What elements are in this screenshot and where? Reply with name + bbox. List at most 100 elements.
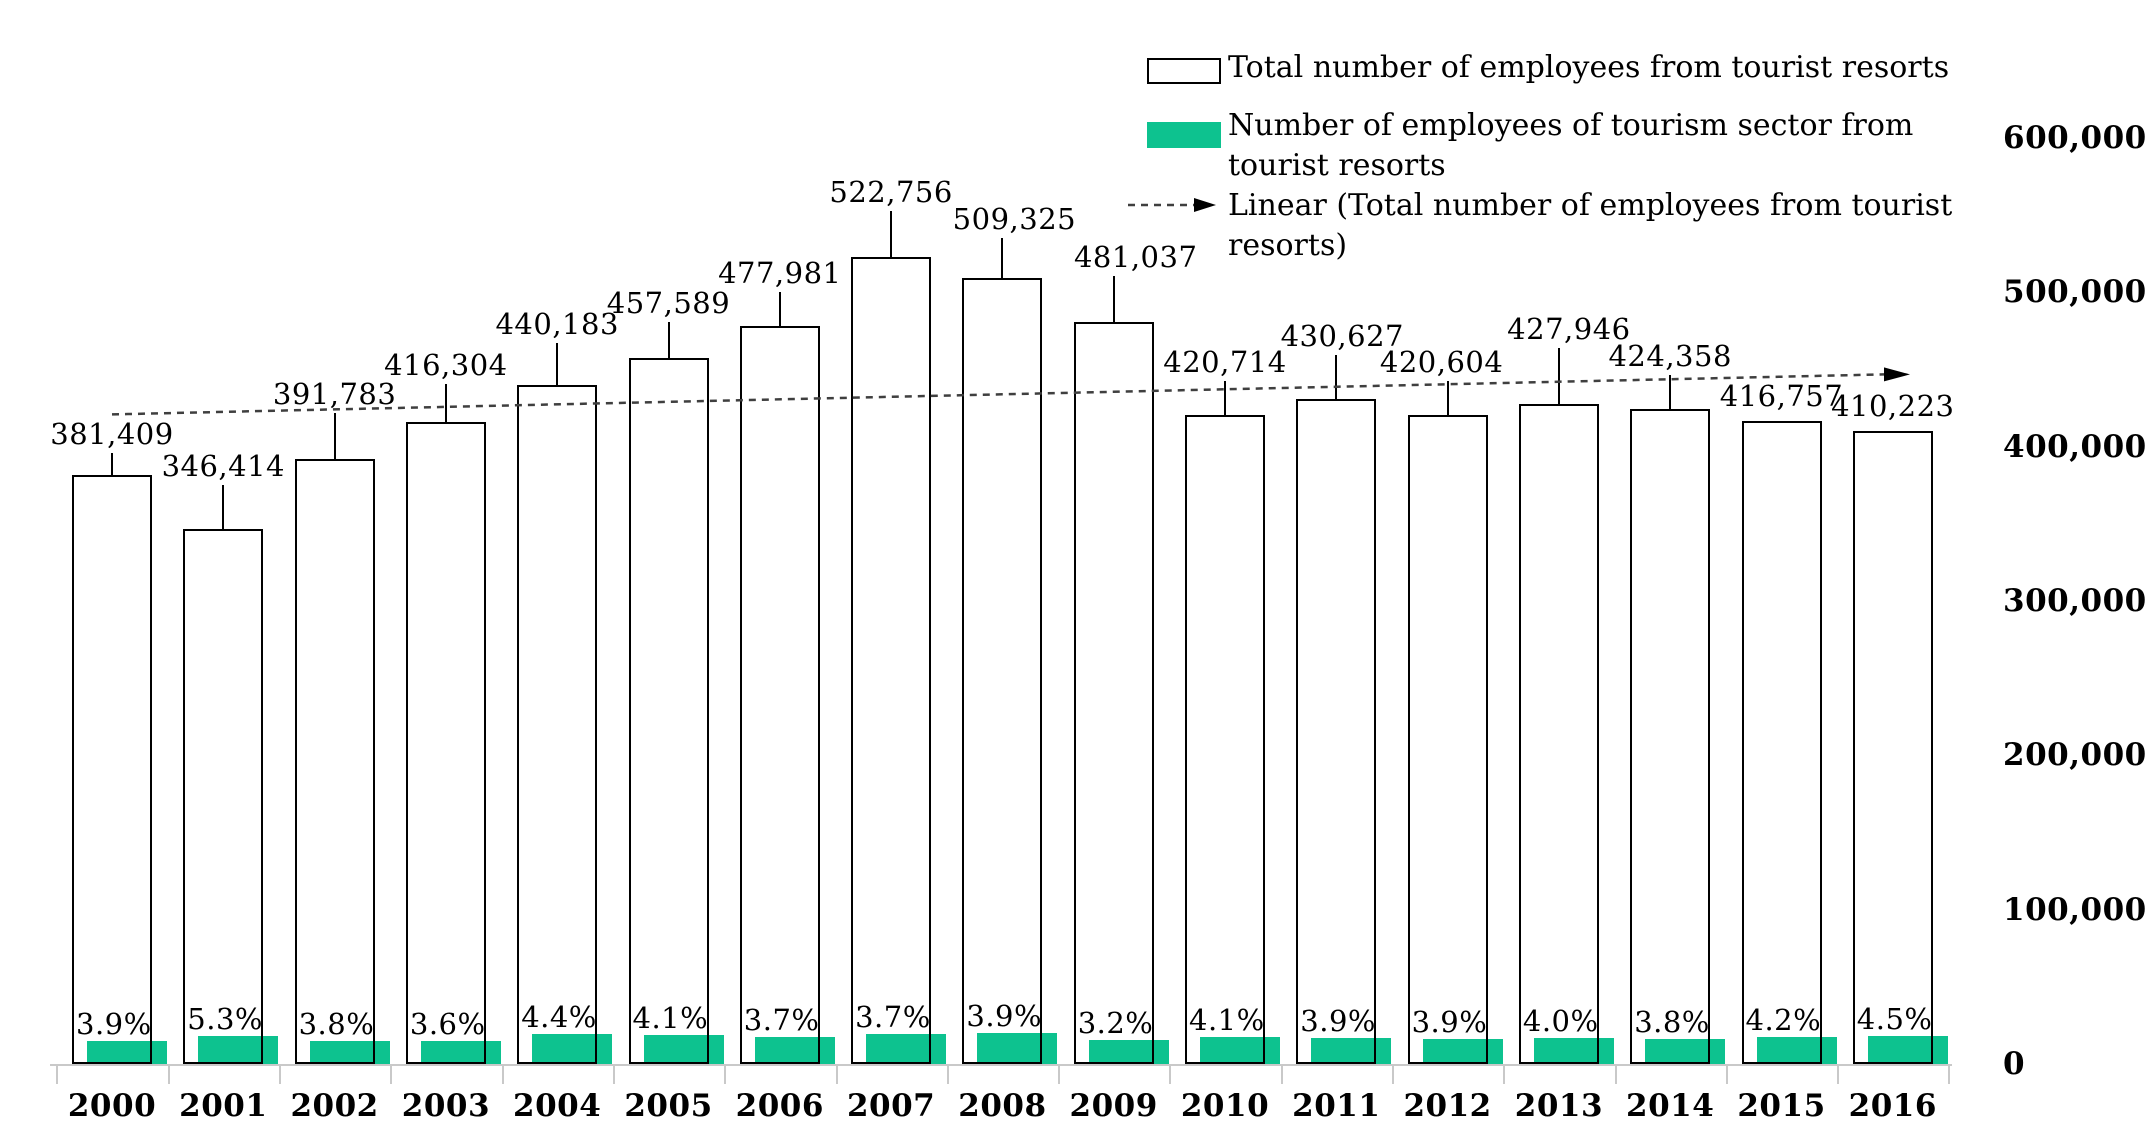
sector-percent-label: 3.7% — [855, 1000, 931, 1034]
total-bar — [1630, 409, 1711, 1064]
x-axis-year-label: 2000 — [67, 1088, 157, 1124]
total-bar — [1852, 431, 1933, 1064]
sector-percent-label: 3.9% — [1411, 1005, 1488, 1039]
sector-percent-label: 3.7% — [743, 1003, 820, 1037]
sector-bar — [1645, 1039, 1726, 1064]
x-axis-year-label: 2004 — [513, 1088, 602, 1124]
x-axis-slot-tick — [1614, 1066, 1617, 1084]
sector-bar — [87, 1041, 167, 1064]
value-label-leader-line — [1112, 276, 1115, 322]
x-axis-slot-tick — [1391, 1066, 1394, 1084]
y-axis-tick-label: 0 — [2003, 1046, 2026, 1082]
total-bar — [183, 529, 264, 1064]
total-value-label: 416,757 — [1719, 379, 1844, 413]
sector-bar — [866, 1034, 947, 1064]
y-axis-tick-label: 600,000 — [2003, 120, 2147, 156]
sector-bar — [1533, 1038, 1614, 1064]
legend-linear-label-line2: resorts) — [1228, 228, 1348, 263]
x-axis-slot-tick — [56, 1066, 59, 1084]
y-axis-tick-label: 400,000 — [2003, 429, 2147, 465]
legend-linear-arrow-icon — [1128, 198, 1216, 212]
sector-percent-label: 3.8% — [298, 1007, 375, 1041]
trend-arrowhead-icon — [1884, 367, 1910, 382]
total-bar — [851, 257, 932, 1064]
sector-percent-label: 4.4% — [521, 1000, 597, 1034]
x-axis-year-label: 2006 — [735, 1088, 824, 1124]
value-label-leader-line — [222, 485, 225, 529]
legend-linear-label-line1: Linear (Total number of employees from t… — [1228, 188, 1953, 223]
x-axis-slot-tick — [501, 1066, 504, 1084]
sector-bar — [643, 1035, 724, 1064]
x-axis-year-label: 2002 — [290, 1088, 379, 1124]
sector-percent-label: 3.9% — [966, 999, 1043, 1033]
sector-bar — [532, 1034, 613, 1064]
value-label-leader-line — [1335, 355, 1338, 399]
sector-bar — [1756, 1037, 1837, 1064]
total-value-label: 509,325 — [952, 202, 1077, 236]
total-value-label: 420,714 — [1163, 345, 1287, 379]
legend-total-swatch — [1147, 58, 1221, 84]
total-bar — [72, 475, 152, 1064]
sector-percent-label: 4.1% — [632, 1001, 709, 1035]
x-axis-year-label: 2008 — [958, 1088, 1047, 1124]
sector-bar — [420, 1041, 501, 1064]
total-bar — [1296, 399, 1377, 1064]
value-label-leader-line — [1224, 381, 1226, 415]
sector-bar — [198, 1036, 279, 1064]
x-axis-slot-tick — [1280, 1066, 1283, 1084]
x-axis-year-label: 2013 — [1514, 1088, 1604, 1124]
total-value-label: 430,627 — [1280, 319, 1405, 353]
x-axis-slot-tick — [390, 1066, 393, 1084]
total-value-label: 427,946 — [1507, 312, 1631, 346]
sector-percent-label: 5.3% — [187, 1002, 263, 1036]
total-value-label: 416,304 — [384, 348, 508, 382]
total-bar — [294, 459, 375, 1064]
total-bar — [739, 326, 820, 1064]
x-axis-year-label: 2001 — [179, 1088, 268, 1124]
sector-percent-label: 3.8% — [1634, 1005, 1710, 1039]
x-axis-slot-tick — [835, 1066, 838, 1084]
y-axis-tick-label: 300,000 — [2003, 583, 2147, 619]
value-label-leader-line — [444, 384, 447, 422]
x-axis-year-label: 2009 — [1069, 1088, 1158, 1124]
x-axis-year-label: 2005 — [624, 1088, 713, 1124]
x-axis-slot-tick — [1725, 1066, 1728, 1084]
sector-percent-label: 4.1% — [1189, 1003, 1265, 1037]
value-label-leader-line — [1001, 238, 1004, 278]
total-value-label: 424,358 — [1608, 339, 1732, 373]
legend-sector-label-line2: tourist resorts — [1228, 148, 1446, 183]
total-value-label: 457,589 — [606, 286, 731, 320]
total-value-label: 440,183 — [495, 307, 619, 341]
x-axis-slot-tick — [1169, 1066, 1172, 1084]
total-value-label: 477,981 — [718, 256, 842, 290]
x-axis-slot-tick — [1837, 1066, 1840, 1084]
total-value-label: 410,223 — [1831, 389, 1955, 423]
sector-percent-label: 4.5% — [1856, 1002, 1933, 1036]
y-axis-tick-label: 200,000 — [2003, 737, 2147, 773]
x-axis-slot-tick — [612, 1066, 615, 1084]
value-label-leader-line — [333, 413, 336, 459]
total-value-label: 522,756 — [829, 175, 953, 209]
value-label-leader-line — [667, 322, 670, 358]
total-bar — [628, 358, 709, 1064]
sector-percent-label: 3.9% — [76, 1007, 152, 1041]
total-value-label: 481,037 — [1073, 240, 1198, 274]
y-axis-tick-label: 100,000 — [2003, 892, 2147, 928]
total-bar — [962, 278, 1043, 1064]
value-label-leader-line — [111, 453, 113, 475]
sector-bar — [309, 1041, 390, 1064]
x-axis-slot-tick — [167, 1066, 170, 1084]
x-axis-slot-tick — [1948, 1066, 1951, 1084]
x-axis-slot-tick — [1503, 1066, 1506, 1084]
total-bar — [405, 422, 486, 1064]
legend-sector-swatch — [1147, 122, 1221, 148]
total-bar — [1073, 322, 1154, 1064]
value-label-leader-line — [778, 292, 781, 326]
y-axis-tick-label: 500,000 — [2003, 274, 2147, 310]
sector-percent-label: 3.9% — [1300, 1004, 1376, 1038]
total-bar — [1407, 415, 1488, 1064]
total-value-label: 381,409 — [50, 417, 174, 451]
x-axis-year-label: 2011 — [1292, 1088, 1381, 1124]
